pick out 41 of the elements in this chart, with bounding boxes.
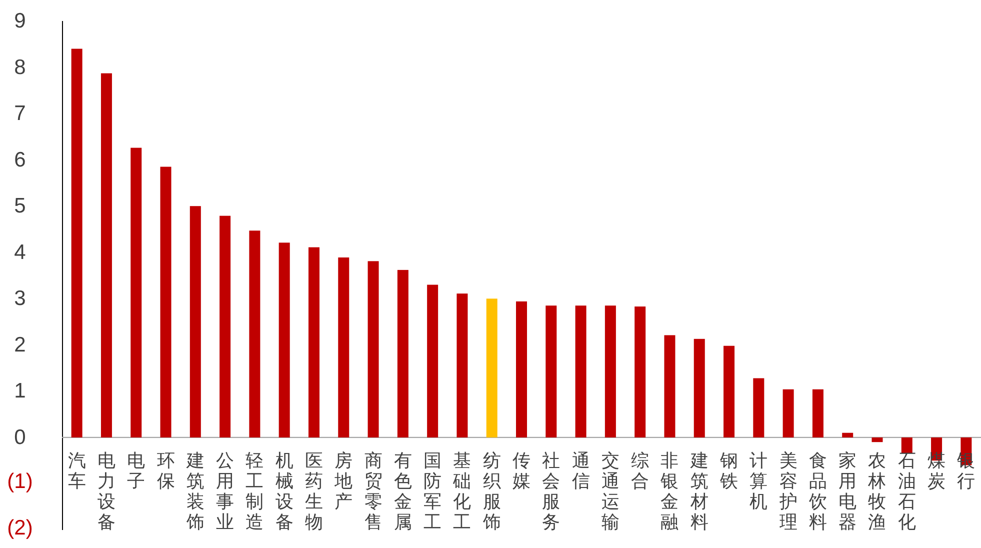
y-tick-label: 6	[14, 148, 26, 172]
x-tick-label: 医药生物	[304, 450, 323, 532]
x-tick-label: 石油石化	[898, 450, 916, 532]
y-tick-label: 5	[14, 194, 26, 218]
x-tick-label: 农林牧渔	[867, 450, 886, 532]
x-tick-label: 商贸零售	[364, 450, 382, 532]
y-tick-label: 7	[14, 102, 26, 126]
x-tick-label: 食品饮料	[808, 450, 827, 532]
x-tick-label: 钢铁	[719, 450, 738, 491]
y-tick-label: 4	[14, 240, 26, 264]
x-tick-label: 环保	[156, 450, 175, 491]
x-tick-label: 基础化工	[452, 450, 472, 532]
x-tick-label: 通信	[572, 450, 590, 491]
x-tick-label: 家用电器	[838, 450, 857, 532]
x-tick-label: 传媒	[512, 450, 530, 491]
x-tick-label: 综合	[631, 450, 650, 491]
x-tick-label: 房地产	[334, 450, 353, 512]
y-tick-label: 0	[14, 426, 26, 449]
y-tick-label: 8	[14, 56, 26, 79]
y-tick-label: 3	[14, 287, 26, 310]
x-tick-label: 有色金属	[394, 450, 412, 532]
x-tick-label: 汽车	[68, 450, 86, 491]
x-tick-label: 纺织服饰	[482, 450, 501, 532]
y-tick-label: 1	[14, 380, 26, 403]
x-tick-label: 轻工制造	[246, 450, 264, 532]
x-tick-label: 建筑装饰	[185, 450, 204, 532]
x-tick-label: 计算机	[750, 450, 768, 512]
x-tick-label: 电子	[127, 450, 146, 491]
x-tick-label: 国防军工	[424, 450, 442, 532]
x-tick-label: 非银金融	[660, 450, 679, 532]
x-tick-label: 社会服务	[542, 450, 560, 532]
x-tick-label: 美容护理	[778, 450, 798, 532]
x-tick-label: 建筑材料	[689, 450, 708, 532]
x-tick-label: 公用事业	[216, 450, 234, 532]
y-tick-label: 2	[14, 333, 26, 356]
y-tick-label: (1)	[7, 470, 33, 494]
x-tick-label: 电力设备	[97, 450, 116, 532]
x-tick-label: 机械设备	[275, 450, 294, 532]
x-tick-label: 交通运输	[601, 450, 620, 532]
y-tick-label: (2)	[7, 516, 33, 540]
y-tick-label: 9	[14, 10, 26, 32]
